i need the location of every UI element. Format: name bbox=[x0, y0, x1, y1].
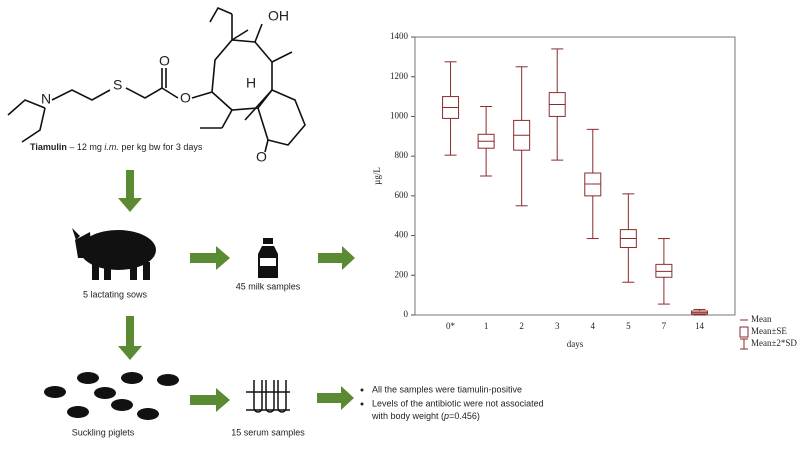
y-tick-label: 1400 bbox=[390, 31, 409, 41]
legend-label: Mean bbox=[751, 314, 772, 324]
x-axis-label: days bbox=[567, 339, 584, 349]
finding: All the samples were tiamulin-positive bbox=[372, 384, 522, 394]
piglet-icons bbox=[44, 372, 179, 420]
y-tick-label: 800 bbox=[395, 150, 409, 160]
finding-part: with body weight ( bbox=[371, 411, 444, 421]
x-tick-label: 3 bbox=[555, 321, 560, 331]
y-axis-label: µg/L bbox=[372, 167, 382, 185]
p-symbol: p bbox=[443, 411, 449, 421]
finding: Levels of the antibiotic were not associ… bbox=[372, 398, 544, 408]
atom-label: O bbox=[180, 90, 191, 106]
label: Suckling piglets bbox=[72, 427, 135, 437]
bullet bbox=[360, 402, 364, 406]
atom-label: N bbox=[41, 91, 51, 107]
route: i.m. bbox=[104, 142, 119, 152]
sow-icon bbox=[72, 228, 156, 280]
y-tick-label: 200 bbox=[395, 269, 409, 279]
x-tick-label: 2 bbox=[519, 321, 524, 331]
label: 15 serum samples bbox=[231, 427, 305, 437]
x-tick-label: 0* bbox=[446, 321, 456, 331]
tubes-icon bbox=[246, 380, 290, 413]
milk-bottle-icon bbox=[258, 238, 278, 278]
x-tick-label: 1 bbox=[484, 321, 489, 331]
y-tick-label: 0 bbox=[404, 309, 409, 319]
y-tick-label: 1200 bbox=[390, 71, 409, 81]
label: 45 milk samples bbox=[236, 281, 301, 291]
drug-name: Tiamulin bbox=[30, 142, 67, 152]
x-tick-label: 5 bbox=[626, 321, 631, 331]
atom-label: H bbox=[246, 75, 256, 91]
y-tick-label: 1000 bbox=[390, 110, 409, 120]
arrows bbox=[118, 170, 355, 412]
legend-label: Mean±2*SD bbox=[751, 338, 797, 348]
bullet bbox=[360, 388, 364, 392]
x-tick-label: 7 bbox=[662, 321, 667, 331]
finding: with body weight (p=0.456) bbox=[371, 411, 480, 421]
atom-label: OH bbox=[268, 8, 289, 24]
p-value: =0.456) bbox=[449, 411, 480, 421]
molecule bbox=[7, 6, 306, 153]
atom-label: O bbox=[256, 149, 267, 165]
y-tick-label: 600 bbox=[395, 190, 409, 200]
y-tick-label: 400 bbox=[395, 230, 409, 240]
box-plot: 0 200 400 600 800 1000 1200 1400 µg/L days 0* 1 2 3 4 5… bbox=[372, 31, 797, 350]
atom-label: O bbox=[159, 53, 170, 69]
x-tick-label: 14 bbox=[695, 321, 705, 331]
dose-rest: per kg bw for 3 days bbox=[119, 142, 203, 152]
label: 5 lactating sows bbox=[83, 289, 148, 299]
plot-frame bbox=[414, 36, 736, 316]
dose: – 12 mg bbox=[67, 142, 105, 152]
legend-symbol bbox=[740, 338, 748, 350]
caption: Tiamulin – 12 mg i.m. per kg bw for 3 da… bbox=[30, 142, 203, 152]
x-tick-label: 4 bbox=[591, 321, 596, 331]
atom-label: S bbox=[113, 77, 122, 93]
legend-symbol bbox=[739, 326, 749, 338]
legend-label: Mean±SE bbox=[751, 326, 787, 336]
